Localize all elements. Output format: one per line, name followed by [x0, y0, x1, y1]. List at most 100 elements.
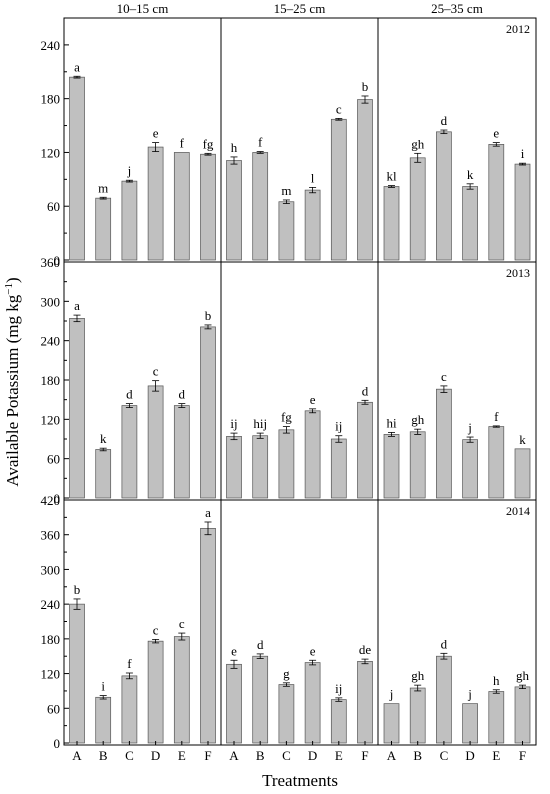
x-tick-label-2-D: D: [308, 748, 317, 763]
x-tick-label-3-B: B: [413, 748, 422, 763]
significance-label-2013-2-B: hij: [253, 416, 267, 431]
bar-2013-3-E: [488, 426, 505, 499]
x-axis-title: Treatments: [262, 771, 338, 790]
bar-2014-3-A: [383, 703, 400, 744]
significance-label-2014-3-A: j: [389, 687, 394, 702]
bar-2012-1-B: [95, 197, 112, 261]
bar-2014-2-A: [226, 663, 242, 744]
significance-label-2012-3-F: i: [521, 146, 525, 161]
y-tick-label-2013-60: 60: [47, 452, 60, 467]
bar-2014-2-E: [330, 699, 347, 744]
x-tick-label-3-D: D: [465, 748, 474, 763]
bar-2012-1-C: [121, 180, 138, 261]
bar-2012-3-D: [462, 186, 478, 261]
bar-2014-3-E: [488, 691, 505, 744]
bar-2014-1-C: [121, 675, 138, 744]
bar-2012-2-D: [304, 189, 321, 261]
significance-label-2014-2-E: ij: [335, 681, 342, 696]
bar-2013-2-F: [357, 401, 373, 499]
significance-label-2014-1-D: c: [153, 622, 159, 637]
significance-label-2012-2-F: b: [362, 79, 369, 94]
y-axis-label: Available Potassium (mg kg−1): [3, 277, 22, 486]
y-tick-label-2014-120: 120: [41, 667, 61, 682]
y-tick-label-2014-420: 420: [41, 493, 61, 508]
significance-label-2013-1-C: d: [126, 387, 133, 402]
significance-label-2012-1-F: fg: [203, 136, 214, 151]
y-tick-label-2013-300: 300: [41, 294, 61, 309]
significance-label-2014-2-B: d: [257, 637, 264, 652]
significance-label-2014-1-B: i: [101, 679, 105, 694]
bar-2013-1-E: [173, 405, 190, 499]
y-tick-label-2012-60: 60: [47, 199, 60, 214]
y-tick-label-2013-0: 0: [54, 491, 61, 506]
significance-label-2013-1-E: d: [179, 387, 186, 402]
y-tick-label-2013-120: 120: [41, 412, 61, 427]
bar-2013-2-E: [330, 438, 347, 499]
row-2014: 2014 0 60 120 180 240 300 360 420 b Ai Bf Cc Dc Ea Fe Ad…: [41, 493, 537, 763]
significance-label-2012-1-C: j: [127, 163, 132, 178]
depth-header-1: 10–15 cm: [117, 1, 169, 16]
significance-label-2014-3-B: gh: [411, 668, 425, 683]
x-tick-label-1-C: C: [125, 748, 134, 763]
bar-2012-3-B: [409, 157, 426, 261]
x-tick-label-1-E: E: [178, 748, 186, 763]
x-tick-label-2-F: F: [361, 748, 368, 763]
year-label-2013: 2013: [506, 266, 530, 280]
significance-label-2012-2-E: c: [336, 101, 342, 116]
bar-2014-3-B: [409, 687, 426, 744]
significance-label-2013-2-F: d: [362, 383, 369, 398]
bar-2014-1-A: [69, 603, 85, 744]
bar-2013-1-B: [95, 449, 112, 499]
bar-2013-2-B: [252, 435, 269, 499]
bar-2012-1-A: [69, 76, 85, 261]
y-tick-label-2013-240: 240: [41, 334, 61, 349]
x-tick-label-1-A: A: [72, 748, 82, 763]
significance-label-2013-3-B: gh: [411, 412, 425, 427]
significance-label-2013-1-A: a: [74, 298, 80, 313]
significance-label-2012-3-E: e: [493, 126, 499, 141]
significance-label-2014-3-C: d: [441, 636, 448, 651]
bar-2012-2-B: [252, 152, 269, 261]
significance-label-2014-2-D: e: [310, 643, 316, 658]
row-2012: 2012 0 60 120 180 240 a m j e f fg h f m l c b kl gh d k e i: [41, 17, 537, 268]
y-axis-title: Available Potassium (mg kg−1): [3, 277, 22, 486]
panel-frame-2014: [63, 499, 537, 746]
significance-label-2013-3-D: j: [467, 420, 472, 435]
year-label-2012: 2012: [506, 22, 530, 36]
bar-2012-2-E: [330, 118, 347, 261]
bar-2013-1-A: [69, 318, 85, 499]
bar-2012-2-F: [357, 99, 373, 261]
x-tick-label-3-C: C: [440, 748, 449, 763]
y-tick-label-2014-240: 240: [41, 597, 61, 612]
bar-2013-3-C: [436, 388, 452, 499]
significance-label-2014-1-F: a: [205, 505, 211, 520]
significance-label-2014-2-A: e: [231, 643, 237, 658]
significance-label-2013-2-A: ij: [230, 416, 237, 431]
depth-header-3: 25–35 cm: [431, 1, 483, 16]
bar-2013-3-F: [514, 448, 531, 499]
bar-2013-2-C: [278, 429, 295, 499]
bar-2014-1-D: [147, 640, 164, 744]
significance-label-2013-2-D: e: [310, 392, 316, 407]
year-label-2014: 2014: [506, 504, 530, 518]
significance-label-2013-2-E: ij: [335, 419, 342, 434]
bar-2014-1-E: [173, 636, 190, 744]
significance-label-2012-2-B: f: [258, 135, 263, 150]
y-tick-label-2012-180: 180: [41, 92, 61, 107]
x-tick-label-1-F: F: [204, 748, 211, 763]
x-tick-label-1-B: B: [99, 748, 108, 763]
x-tick-label-2-B: B: [256, 748, 265, 763]
significance-label-2013-2-C: fg: [281, 410, 292, 425]
bar-2012-1-D: [147, 146, 164, 261]
bar-2012-3-A: [383, 186, 400, 261]
bar-2013-1-C: [121, 405, 138, 499]
x-tick-label-2-E: E: [335, 748, 343, 763]
bar-2012-1-E: [173, 152, 190, 261]
x-tick-label-3-F: F: [519, 748, 526, 763]
significance-label-2014-3-D: j: [467, 687, 472, 702]
y-tick-label-2014-60: 60: [47, 701, 60, 716]
significance-label-2012-3-C: d: [441, 113, 448, 128]
significance-label-2013-3-A: hi: [386, 415, 397, 430]
